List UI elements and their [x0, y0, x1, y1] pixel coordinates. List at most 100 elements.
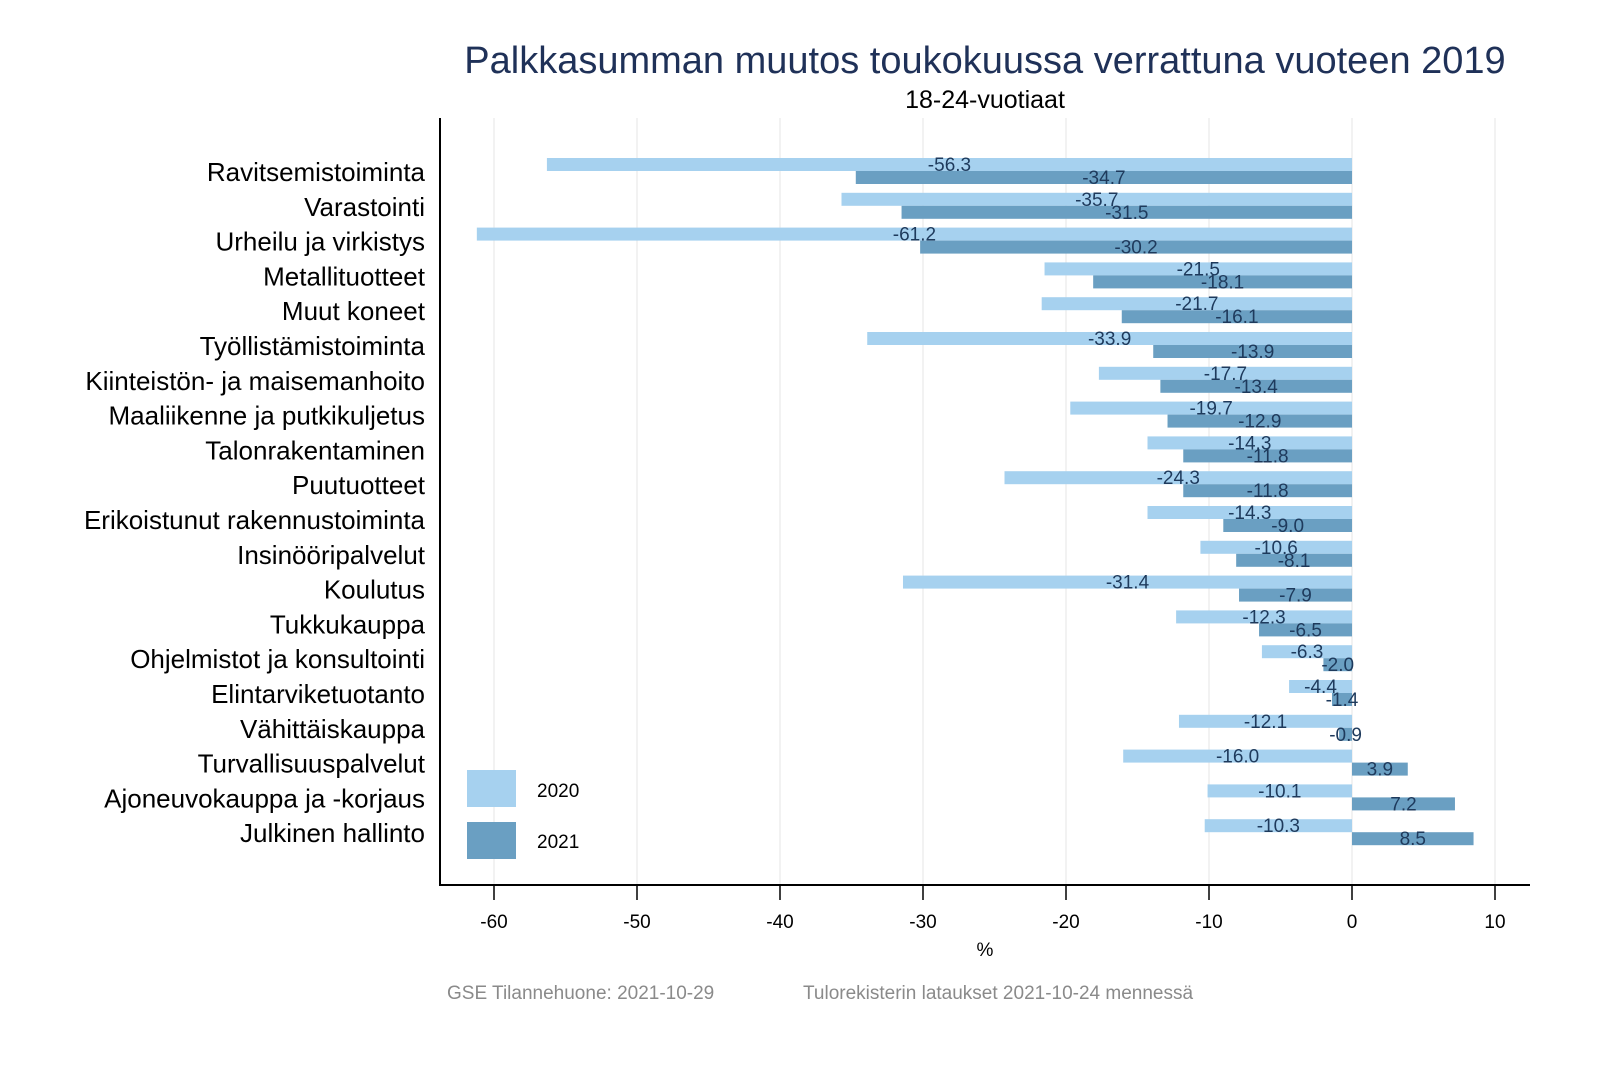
bar-2020	[1041, 297, 1352, 311]
category-label: Urheilu ja virkistys	[216, 227, 426, 257]
value-label-2020: -12.1	[1244, 712, 1287, 733]
footer-source: GSE Tilannehuone: 2021-10-29	[447, 983, 714, 1004]
bar-2020	[841, 192, 1352, 206]
value-label-2020: -33.9	[1088, 329, 1131, 350]
category-label: Erikoistunut rakennustoiminta	[84, 505, 426, 535]
category-label: Talonrakentaminen	[205, 435, 425, 465]
value-label-2020: -10.1	[1258, 781, 1301, 802]
category-label: Vähittäiskauppa	[240, 714, 426, 744]
x-axis-label: %	[977, 940, 994, 961]
bar-2021	[1352, 762, 1408, 776]
category-label: Ravitsemistoiminta	[207, 157, 426, 187]
bar-2021	[855, 171, 1352, 184]
value-label-2021: -1.4	[1326, 690, 1359, 711]
value-label-2021: -6.5	[1289, 620, 1322, 641]
bar-2020	[1147, 506, 1352, 519]
x-tick-label: -60	[480, 912, 507, 933]
x-tick-label: -20	[1052, 912, 1079, 933]
category-label: Ohjelmistot ja konsultointi	[130, 644, 425, 674]
category-label: Metallituotteet	[263, 261, 426, 291]
category-label: Maaliikenne ja putkikuljetus	[108, 401, 425, 431]
bar-2020	[1176, 610, 1352, 624]
x-tick-label: 10	[1484, 912, 1505, 933]
value-label-2021: -13.4	[1235, 377, 1279, 398]
x-tick-label: 0	[1347, 912, 1358, 933]
bar-2021	[1352, 832, 1474, 846]
value-label-2021: -0.9	[1329, 725, 1362, 746]
value-label-2020: -56.3	[928, 155, 971, 176]
bar-2021	[1339, 727, 1352, 741]
value-label-2021: 8.5	[1400, 829, 1426, 850]
bar-2021	[1236, 553, 1352, 567]
value-label-2021: -7.9	[1279, 586, 1312, 607]
x-axis-ticks: -60 -50 -40 -30 -20 -10 0 10	[480, 885, 1506, 933]
bar-2021	[1121, 310, 1352, 324]
x-tick-label: -30	[909, 912, 936, 933]
bar-2021	[920, 240, 1352, 254]
category-label: Julkinen hallinto	[240, 818, 425, 848]
bar-2020	[1004, 471, 1352, 485]
bar-2021	[1223, 519, 1352, 532]
bar-2021	[1331, 693, 1352, 706]
value-labels: -56.3 -34.7-35.7-31.5 -61.2 -30.2 -21.5-18.1…	[893, 155, 1426, 850]
bar-2020	[867, 332, 1352, 345]
x-tick-label: -40	[766, 912, 793, 933]
bar-2020	[1070, 401, 1352, 415]
category-label: Koulutus	[324, 575, 425, 605]
category-label: Insinööripalvelut	[237, 540, 426, 570]
value-label-2020: -61.2	[893, 225, 936, 246]
value-label-2020: -24.3	[1157, 468, 1200, 489]
bar-2021	[1093, 275, 1352, 289]
legend-label-2021: 2021	[537, 832, 579, 853]
legend-swatch-2021	[467, 822, 516, 859]
bar-2020	[1098, 366, 1352, 380]
category-label: Tukkukauppa	[270, 609, 426, 639]
bar-2021	[1183, 484, 1352, 498]
category-labels: Ravitsemistoiminta Varastointi Urheilu ja …	[84, 157, 426, 848]
bar-2020	[1123, 749, 1352, 763]
category-label: Ajoneuvokauppa ja -korjaus	[104, 783, 425, 813]
bar-2020	[1147, 436, 1352, 450]
category-label: Puutuotteet	[292, 470, 426, 500]
bar-2021	[1167, 414, 1352, 428]
value-label-2020: -21.7	[1175, 294, 1218, 315]
value-label-2021: -8.1	[1278, 551, 1311, 572]
value-label-2020: -14.3	[1228, 433, 1271, 454]
value-label-2020: -4.4	[1304, 677, 1337, 698]
value-label-2021: 7.2	[1390, 794, 1416, 815]
bar-2020	[1178, 714, 1352, 728]
value-label-2020: -35.7	[1075, 190, 1118, 211]
bar-2021	[1160, 379, 1352, 393]
bar-2020	[1200, 540, 1352, 554]
value-label-2021: -12.9	[1238, 412, 1281, 433]
legend-swatch-2020	[467, 770, 516, 807]
bar-2020	[1289, 680, 1352, 693]
bar-2021	[1259, 623, 1352, 637]
value-label-2020: -14.3	[1228, 503, 1271, 524]
value-label-2020: -12.3	[1242, 607, 1285, 628]
value-label-2021: 3.9	[1367, 760, 1393, 781]
value-label-2021: -34.7	[1082, 168, 1125, 189]
bar-2021	[901, 205, 1352, 219]
bars	[476, 158, 1474, 846]
value-label-2020: -17.7	[1204, 364, 1247, 385]
value-label-2021: -31.5	[1105, 203, 1148, 224]
bar-2021	[1352, 797, 1455, 811]
bar-2021	[1153, 345, 1352, 358]
value-label-2021: -18.1	[1201, 272, 1244, 293]
value-label-2021: -9.0	[1271, 516, 1304, 537]
category-label: Elintarviketuotanto	[211, 679, 425, 709]
value-label-2020: -31.4	[1106, 573, 1150, 594]
bar-2021	[1183, 449, 1352, 463]
value-label-2021: -16.1	[1215, 307, 1258, 328]
category-label: Varastointi	[304, 192, 425, 222]
category-label: Turvallisuuspalvelut	[198, 749, 426, 779]
chart-title: Palkkasumman muutos toukokuussa verrattu…	[464, 40, 1505, 82]
bar-2020	[546, 158, 1352, 171]
category-label: Kiinteistön- ja maisemanhoito	[85, 366, 425, 396]
value-label-2021: -11.8	[1247, 481, 1289, 502]
legend: 2020 2021	[467, 770, 579, 859]
value-label-2021: -2.0	[1321, 655, 1354, 676]
value-label-2020: -6.3	[1291, 642, 1324, 663]
value-label-2020: -19.7	[1189, 399, 1232, 420]
